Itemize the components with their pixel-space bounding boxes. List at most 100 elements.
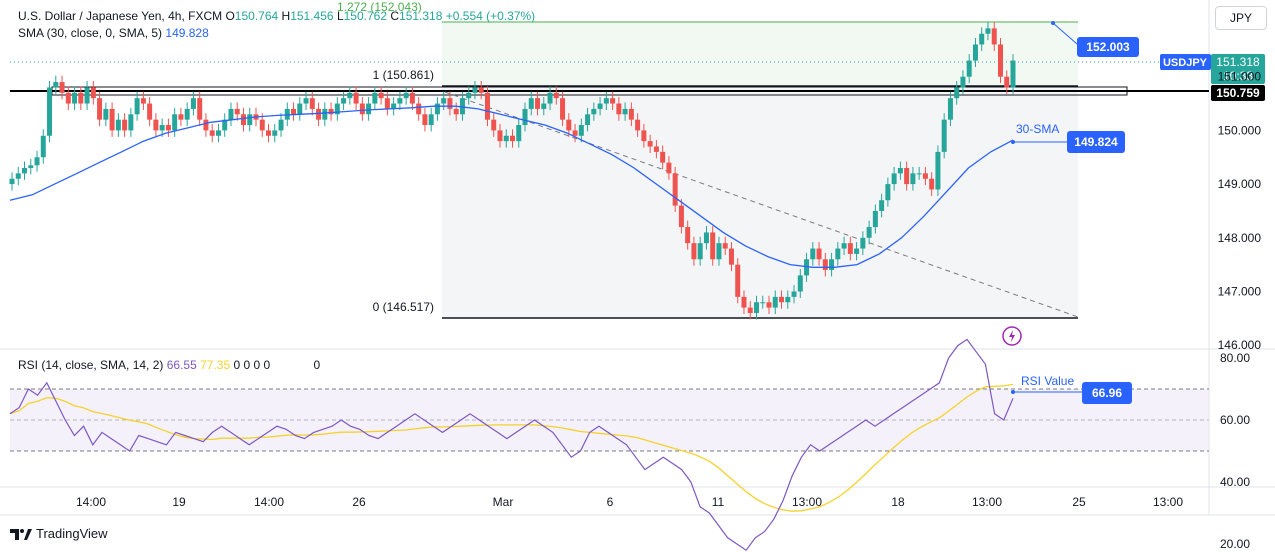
candle-body [341,98,347,104]
tradingview-logo[interactable]: TradingView [10,526,108,541]
rsi-zero-last: 0 [313,358,321,372]
candle-body [222,119,228,131]
candle-body [897,167,903,174]
candle-body [503,135,509,142]
candle-body [785,296,791,303]
candle-body [128,114,134,131]
candle-body [885,184,891,201]
price-tick-label: 147.000 [1218,285,1262,299]
time-tick-label: 13:00 [1153,495,1183,509]
countdown-text: 10:33 [1223,69,1253,83]
candle-body [209,130,215,136]
candle-body [591,108,597,115]
close-label: C [390,9,400,23]
candle-body [947,98,953,120]
candle-body [528,98,534,109]
candle-body [860,237,866,249]
candle-body [147,103,153,120]
candle-body [966,60,972,77]
change-value: +0.554 (+0.37%) [445,9,536,23]
candle-body [522,108,528,126]
candle-body [547,92,553,104]
candle-body [134,98,140,115]
rsi-title[interactable]: RSI (14, close, SMA, 14, 2) [18,358,164,372]
price-axis[interactable]: 152.000151.000150.000149.000148.000147.0… [1218,16,1262,352]
candle-body [816,248,822,260]
candle-body [366,103,372,115]
candles-group [9,21,1016,320]
candle-body [484,92,490,120]
symbol-title[interactable]: U.S. Dollar / Japanese Yen, 4h, FXCM [18,9,223,23]
open-label: O [225,9,235,23]
low-value: 150.762 [343,9,388,23]
rsi-band [10,389,1209,451]
symbol-badge-text: USDJPY [1163,57,1208,69]
candle-body [810,248,816,260]
fib-1272-label: 1.272 (152.043) [337,0,422,14]
candle-body [15,173,21,179]
time-tick-label: 14:00 [76,495,106,509]
candle-body [847,243,853,254]
close-value: 151.318 [399,9,443,23]
candle-body [59,82,65,93]
rsi-sma-legend-value: 77.35 [200,358,231,372]
time-tick-label: 26 [352,495,366,509]
rsi-tick-label: 20.00 [1220,537,1250,551]
currency-button[interactable]: JPY [1215,6,1267,30]
lightning-icon[interactable] [1002,326,1022,346]
candle-body [628,108,634,120]
candle-body [760,302,766,304]
high-label: H [281,9,291,23]
sma-legend-value: 149.828 [165,26,209,40]
candle-body [997,44,1003,77]
candle-body [28,165,34,168]
rsi-legend-value: 66.55 [166,358,197,372]
rsi-axis[interactable]: 80.00 60.00 40.00 20.00 [1220,351,1250,551]
rsi-legend: RSI (14, close, SMA, 14, 2) 66.55 77.35 … [18,358,320,372]
candle-body [985,28,991,34]
candle-body [159,125,165,131]
candle-body [647,141,653,147]
candle-body [866,227,872,238]
fib-1-label: 1 (150.861) [373,68,434,82]
sma-badge-text: 149.824 [1074,135,1118,149]
candle-body [384,98,390,109]
candle-body [672,173,678,206]
candle-body [90,87,96,99]
candle-body [478,87,484,93]
candle-body [190,98,196,109]
fib-0-label: 0 (146.517) [373,300,434,314]
candle-body [710,232,716,260]
sma-dot [1011,140,1015,144]
candle-body [240,114,246,126]
candle-body [747,307,753,313]
candle-body [916,173,922,175]
candle-body [491,119,497,131]
candle-body [391,103,397,109]
candle-body [829,259,835,271]
candle-body [697,243,703,260]
price-tick-label: 146.000 [1218,338,1262,352]
sma-badge [1067,131,1125,153]
candle-body [215,130,221,136]
candle-body [641,130,647,142]
sma-title[interactable]: SMA (30, close, 0, SMA, 5) [18,26,163,40]
price-tick-label: 151.000 [1218,70,1262,84]
candle-body [960,76,966,88]
candle-body [197,98,203,120]
candle-body [403,92,409,99]
time-tick-label: 25 [1072,495,1086,509]
candle-body [835,248,841,260]
time-tick-label: 13:00 [792,495,822,509]
candle-body [422,114,428,126]
time-tick-label: 6 [607,495,614,509]
candle-body [922,173,928,179]
candle-body [416,103,422,115]
candle-body [447,98,453,109]
candle-body [854,248,860,254]
time-axis[interactable]: 14:00 19 14:00 26 Mar 6 11 13:00 18 13:00 25 13:00 [76,495,1183,509]
candle-body [203,119,209,131]
candle-body [184,108,190,120]
candle-body [616,103,622,115]
target-badge [1077,37,1139,57]
